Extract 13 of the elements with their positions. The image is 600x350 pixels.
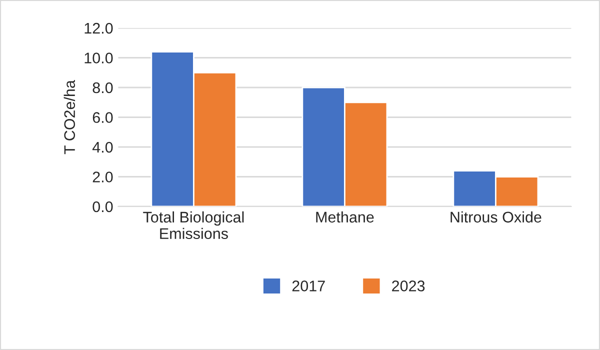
y-tick-label: 4.0 — [92, 142, 113, 153]
y-tick-label: 12.0 — [84, 22, 113, 34]
x-tick-label: Methane — [316, 211, 374, 223]
y-tick-label: 2.0 — [92, 172, 113, 182]
y-tick-label: 10.0 — [84, 52, 113, 64]
y-tick-label: 0.0 — [92, 201, 113, 212]
x-tick-label: Nitrous Oxide — [450, 211, 542, 223]
legend-label: 2023 — [392, 280, 425, 292]
y-tick-label: 6.0 — [92, 112, 113, 123]
x-tick-label: Total Biological Emissions — [143, 211, 244, 240]
y-tick-label: 8.0 — [92, 82, 113, 94]
legend-label: 2017 — [292, 280, 325, 292]
y-axis-title: T CO2e/ha — [64, 80, 76, 154]
